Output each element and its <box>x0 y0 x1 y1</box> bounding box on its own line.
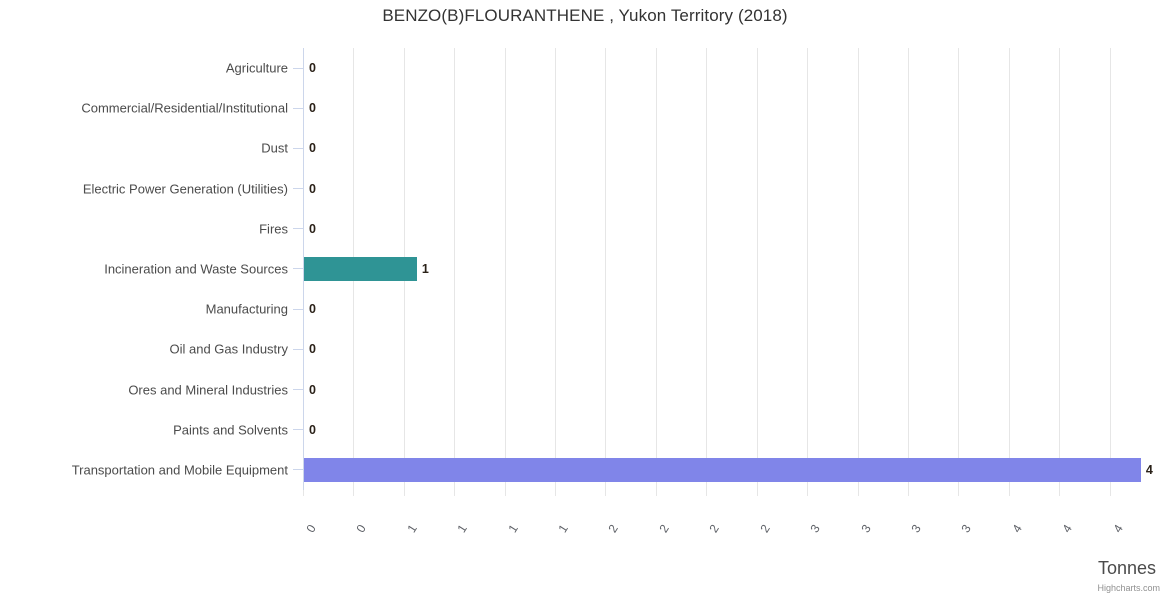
y-axis-category-label: Electric Power Generation (Utilities) <box>82 181 288 197</box>
chart-title: BENZO(B)FLOURANTHENE , Yukon Territory (… <box>382 6 788 25</box>
gridline <box>958 48 959 490</box>
x-axis-tick-label: 0 <box>303 522 319 536</box>
bar-data-label: 0 <box>309 141 316 156</box>
category-row: Paints and Solvents 0 <box>0 410 1170 450</box>
x-axis-tick-mark <box>958 490 959 496</box>
gridline <box>555 48 556 490</box>
x-axis-tick-mark <box>605 490 606 496</box>
gridline <box>505 48 506 490</box>
highcharts-credits[interactable]: Highcharts.com <box>1097 583 1160 593</box>
x-axis-tick-label: 2 <box>757 522 773 536</box>
x-axis-tick-mark <box>1009 490 1010 496</box>
y-axis-category-label: Commercial/Residential/Institutional <box>81 100 288 116</box>
y-axis-category-label: Incineration and Waste Sources <box>104 261 288 277</box>
gridline <box>454 48 455 490</box>
x-axis-tick-label: 3 <box>858 522 874 536</box>
gridline <box>303 48 304 490</box>
y-axis-tick-mark <box>293 308 303 310</box>
x-axis-tick-label: 1 <box>404 522 420 536</box>
category-row: Dust 0 <box>0 128 1170 168</box>
category-row: Transportation and Mobile Equipment 4 <box>0 450 1170 490</box>
y-axis-tick-mark <box>293 469 303 471</box>
bar-data-label: 0 <box>309 302 316 317</box>
category-row: Manufacturing 0 <box>0 289 1170 329</box>
y-axis-category-label: Transportation and Mobile Equipment <box>71 462 288 478</box>
y-axis-category-label: Paints and Solvents <box>173 422 288 438</box>
x-axis-tick-label: 3 <box>908 522 924 536</box>
y-axis-category-label: Oil and Gas Industry <box>169 341 289 357</box>
x-axis-tick-label: 4 <box>1009 522 1025 536</box>
x-axis-tick-label: 1 <box>454 522 470 536</box>
x-axis-tick-mark <box>404 490 405 496</box>
x-axis-tick-mark <box>757 490 758 496</box>
x-axis-tick-label: 0 <box>353 522 369 536</box>
x-axis-tick-label: 4 <box>1059 522 1075 536</box>
x-axis-title: Tonnes <box>1097 558 1156 578</box>
x-axis-tick-label: 2 <box>706 522 722 536</box>
bar[interactable] <box>304 457 1141 482</box>
y-axis-tick-mark <box>293 348 303 350</box>
x-axis-tick-mark <box>1059 490 1060 496</box>
y-axis-category-label: Agriculture <box>225 60 288 76</box>
y-axis-tick-mark <box>293 188 303 190</box>
gridline <box>908 48 909 490</box>
bar[interactable] <box>304 256 417 281</box>
bar-data-label: 0 <box>309 101 316 116</box>
gridline <box>706 48 707 490</box>
y-axis-tick-mark <box>293 107 303 109</box>
x-axis-tick-mark <box>1110 490 1111 496</box>
x-axis-tick-mark <box>505 490 506 496</box>
bar-data-label: 0 <box>309 422 316 437</box>
x-axis-tick-mark <box>454 490 455 496</box>
x-axis-tick-mark <box>555 490 556 496</box>
bar-data-label: 0 <box>309 382 316 397</box>
x-axis-tick-mark <box>303 490 304 496</box>
bar-data-label: 1 <box>421 261 429 276</box>
x-axis-tick-label: 3 <box>807 522 823 536</box>
x-axis-tick-label: 1 <box>505 522 521 536</box>
x-axis-tick-mark <box>706 490 707 496</box>
y-axis-tick-mark <box>293 389 303 391</box>
y-axis-tick-mark <box>293 67 303 69</box>
gridline <box>656 48 657 490</box>
y-axis-tick-mark <box>293 228 303 230</box>
bar-data-label: 0 <box>309 342 316 357</box>
y-axis-tick-mark <box>293 268 303 270</box>
category-row: Agriculture 0 <box>0 48 1170 88</box>
bar-data-label: 0 <box>309 221 316 236</box>
x-axis-tick-mark <box>858 490 859 496</box>
x-axis-tick-label: 1 <box>555 522 571 536</box>
bar-data-label: 0 <box>309 181 316 196</box>
bar-data-label: 4 <box>1145 462 1153 477</box>
x-axis-tick-label: 2 <box>605 522 621 536</box>
y-axis-category-label: Ores and Mineral Industries <box>128 382 288 398</box>
y-axis-category-label: Fires <box>259 221 288 237</box>
y-axis-tick-mark <box>293 429 303 431</box>
y-axis-category-label: Manufacturing <box>205 301 288 317</box>
bar-data-label: 0 <box>309 61 316 76</box>
x-axis-tick-mark <box>908 490 909 496</box>
gridline <box>757 48 758 490</box>
category-row: Electric Power Generation (Utilities) 0 <box>0 169 1170 209</box>
category-row: Commercial/Residential/Institutional 0 <box>0 88 1170 128</box>
gridline <box>1110 48 1111 490</box>
category-row: Oil and Gas Industry 0 <box>0 329 1170 369</box>
x-axis-tick-mark <box>353 490 354 496</box>
gridline <box>807 48 808 490</box>
category-row: Incineration and Waste Sources 1 <box>0 249 1170 289</box>
y-axis-tick-mark <box>293 147 303 149</box>
x-axis-tick-mark <box>807 490 808 496</box>
y-axis-category-label: Dust <box>261 140 288 156</box>
gridline <box>605 48 606 490</box>
gridline <box>1059 48 1060 490</box>
category-row: Fires 0 <box>0 209 1170 249</box>
gridline <box>1009 48 1010 490</box>
gridline <box>858 48 859 490</box>
x-axis-tick-label: 2 <box>656 522 672 536</box>
x-axis-tick-label: 3 <box>958 522 974 536</box>
category-row: Ores and Mineral Industries 0 <box>0 369 1170 409</box>
x-axis-tick-mark <box>656 490 657 496</box>
